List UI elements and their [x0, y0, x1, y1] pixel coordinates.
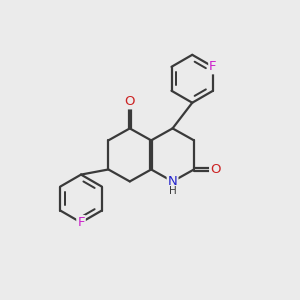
Text: F: F: [77, 216, 85, 229]
Text: F: F: [209, 60, 217, 73]
Text: H: H: [169, 186, 176, 196]
Text: O: O: [124, 95, 135, 108]
Text: N: N: [168, 175, 177, 188]
Text: O: O: [210, 163, 220, 176]
